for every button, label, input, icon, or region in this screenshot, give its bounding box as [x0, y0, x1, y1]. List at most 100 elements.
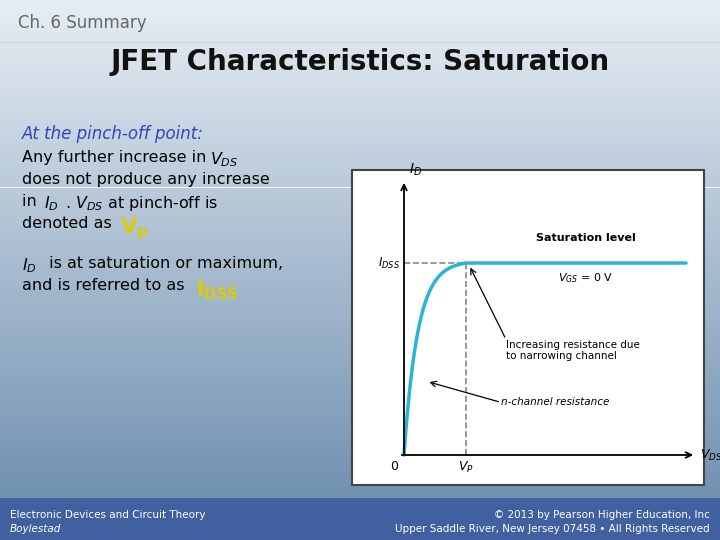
- Bar: [0, 128, 720, 131]
- Text: Boylestad: Boylestad: [10, 524, 61, 534]
- Bar: [0, 228, 720, 231]
- Bar: [0, 82, 720, 85]
- Bar: [0, 93, 720, 96]
- Bar: [0, 352, 720, 355]
- Bar: [0, 158, 720, 160]
- Text: Any further increase in: Any further increase in: [22, 150, 212, 165]
- Bar: [0, 217, 720, 220]
- Text: At the pinch-off point:: At the pinch-off point:: [22, 125, 204, 143]
- Bar: [0, 420, 720, 422]
- Bar: [0, 101, 720, 104]
- Text: $V_{GS}$ = 0 V: $V_{GS}$ = 0 V: [558, 271, 613, 285]
- Bar: [0, 384, 720, 387]
- Bar: [0, 144, 720, 147]
- Bar: [0, 438, 720, 441]
- Bar: [0, 465, 720, 468]
- Text: $\mathbf{I_{DSS}}$: $\mathbf{I_{DSS}}$: [196, 278, 238, 302]
- Bar: [0, 174, 720, 177]
- Bar: [0, 303, 720, 306]
- Bar: [0, 160, 720, 163]
- Bar: [0, 274, 720, 276]
- Bar: [0, 476, 720, 479]
- Bar: [0, 341, 720, 344]
- Bar: [0, 177, 720, 179]
- Bar: [0, 398, 720, 401]
- Bar: [0, 120, 720, 123]
- Bar: [352, 170, 704, 485]
- Bar: [0, 42, 720, 44]
- Bar: [0, 225, 720, 228]
- Bar: [0, 433, 720, 436]
- Bar: [0, 314, 720, 317]
- Bar: [0, 479, 720, 482]
- Bar: [0, 441, 720, 444]
- Bar: [0, 195, 720, 198]
- Bar: [0, 47, 720, 50]
- Bar: [0, 52, 720, 55]
- Bar: [0, 236, 720, 239]
- Bar: [0, 444, 720, 447]
- Bar: [0, 85, 720, 87]
- Text: n-channel resistance: n-channel resistance: [501, 397, 609, 407]
- Bar: [0, 233, 720, 236]
- Bar: [0, 463, 720, 465]
- Bar: [0, 428, 720, 430]
- Text: does not produce any increase: does not produce any increase: [22, 172, 270, 187]
- Bar: [0, 336, 720, 339]
- Bar: [0, 266, 720, 268]
- Bar: [0, 460, 720, 463]
- Bar: [0, 20, 720, 23]
- Bar: [0, 301, 720, 303]
- Bar: [0, 390, 720, 393]
- Bar: [0, 263, 720, 266]
- Text: denoted as: denoted as: [22, 216, 117, 231]
- Bar: [0, 90, 720, 93]
- Bar: [0, 393, 720, 395]
- Bar: [0, 498, 720, 540]
- Text: . $V_{DS}$ at pinch-off is: . $V_{DS}$ at pinch-off is: [65, 194, 218, 213]
- Bar: [0, 271, 720, 274]
- Bar: [0, 492, 720, 495]
- Bar: [0, 171, 720, 174]
- Bar: [0, 139, 720, 141]
- Bar: [0, 285, 720, 287]
- Bar: [0, 163, 720, 166]
- Bar: [0, 258, 720, 260]
- Text: JFET Characteristics: Saturation: JFET Characteristics: Saturation: [110, 48, 610, 76]
- Bar: [0, 114, 720, 117]
- Bar: [0, 239, 720, 241]
- Bar: [0, 403, 720, 406]
- Bar: [0, 109, 720, 112]
- Bar: [0, 60, 720, 63]
- Bar: [0, 414, 720, 417]
- Bar: [0, 268, 720, 271]
- Bar: [0, 220, 720, 222]
- Bar: [0, 182, 720, 185]
- Bar: [0, 28, 720, 31]
- Bar: [0, 255, 720, 258]
- Bar: [0, 260, 720, 263]
- Bar: [0, 355, 720, 357]
- Bar: [0, 131, 720, 133]
- Bar: [0, 141, 720, 144]
- Bar: [0, 406, 720, 409]
- Bar: [0, 339, 720, 341]
- Bar: [0, 309, 720, 312]
- Text: is at saturation or maximum,: is at saturation or maximum,: [44, 256, 283, 271]
- Bar: [0, 374, 720, 376]
- Bar: [0, 449, 720, 452]
- Bar: [0, 23, 720, 25]
- Bar: [0, 112, 720, 114]
- Bar: [0, 276, 720, 279]
- Text: and is referred to as: and is referred to as: [22, 278, 189, 293]
- Bar: [0, 168, 720, 171]
- Bar: [0, 193, 720, 195]
- Bar: [0, 74, 720, 77]
- Bar: [0, 344, 720, 347]
- Bar: [0, 6, 720, 9]
- Bar: [0, 136, 720, 139]
- Bar: [0, 133, 720, 136]
- Bar: [0, 25, 720, 28]
- Bar: [0, 77, 720, 79]
- Bar: [0, 231, 720, 233]
